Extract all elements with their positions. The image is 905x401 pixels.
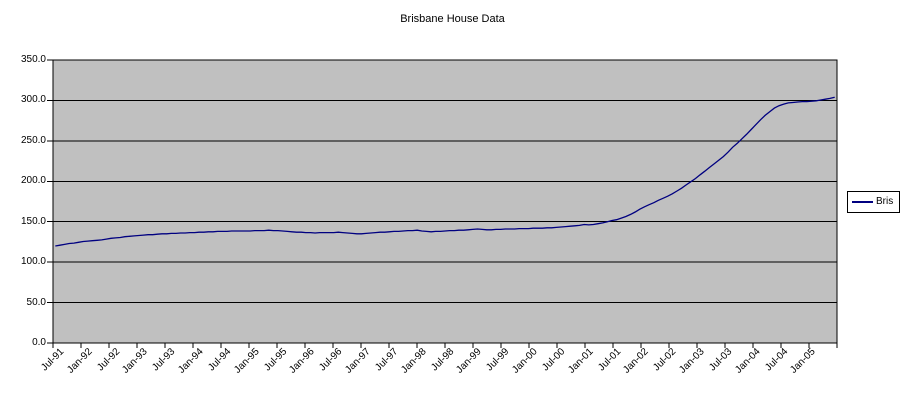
series-line-bris[interactable] bbox=[55, 96, 835, 247]
y-axis-label: 50.0 bbox=[26, 296, 46, 308]
legend[interactable]: Bris bbox=[847, 191, 900, 213]
y-axis-label: 350.0 bbox=[20, 54, 46, 65]
plot-area[interactable] bbox=[52, 59, 838, 344]
y-axis-label: 100.0 bbox=[20, 256, 46, 268]
y-axis-label: 250.0 bbox=[20, 134, 46, 146]
legend-series-label: Bris bbox=[876, 196, 894, 207]
legend-line-sample-icon bbox=[852, 201, 873, 203]
y-axis-label: 200.0 bbox=[20, 175, 46, 187]
y-axis-label: 150.0 bbox=[20, 215, 46, 227]
chart-title[interactable]: Brisbane House Data bbox=[400, 13, 505, 25]
y-axis-label: 0.0 bbox=[32, 337, 46, 348]
y-axis-label: 300.0 bbox=[20, 94, 46, 106]
